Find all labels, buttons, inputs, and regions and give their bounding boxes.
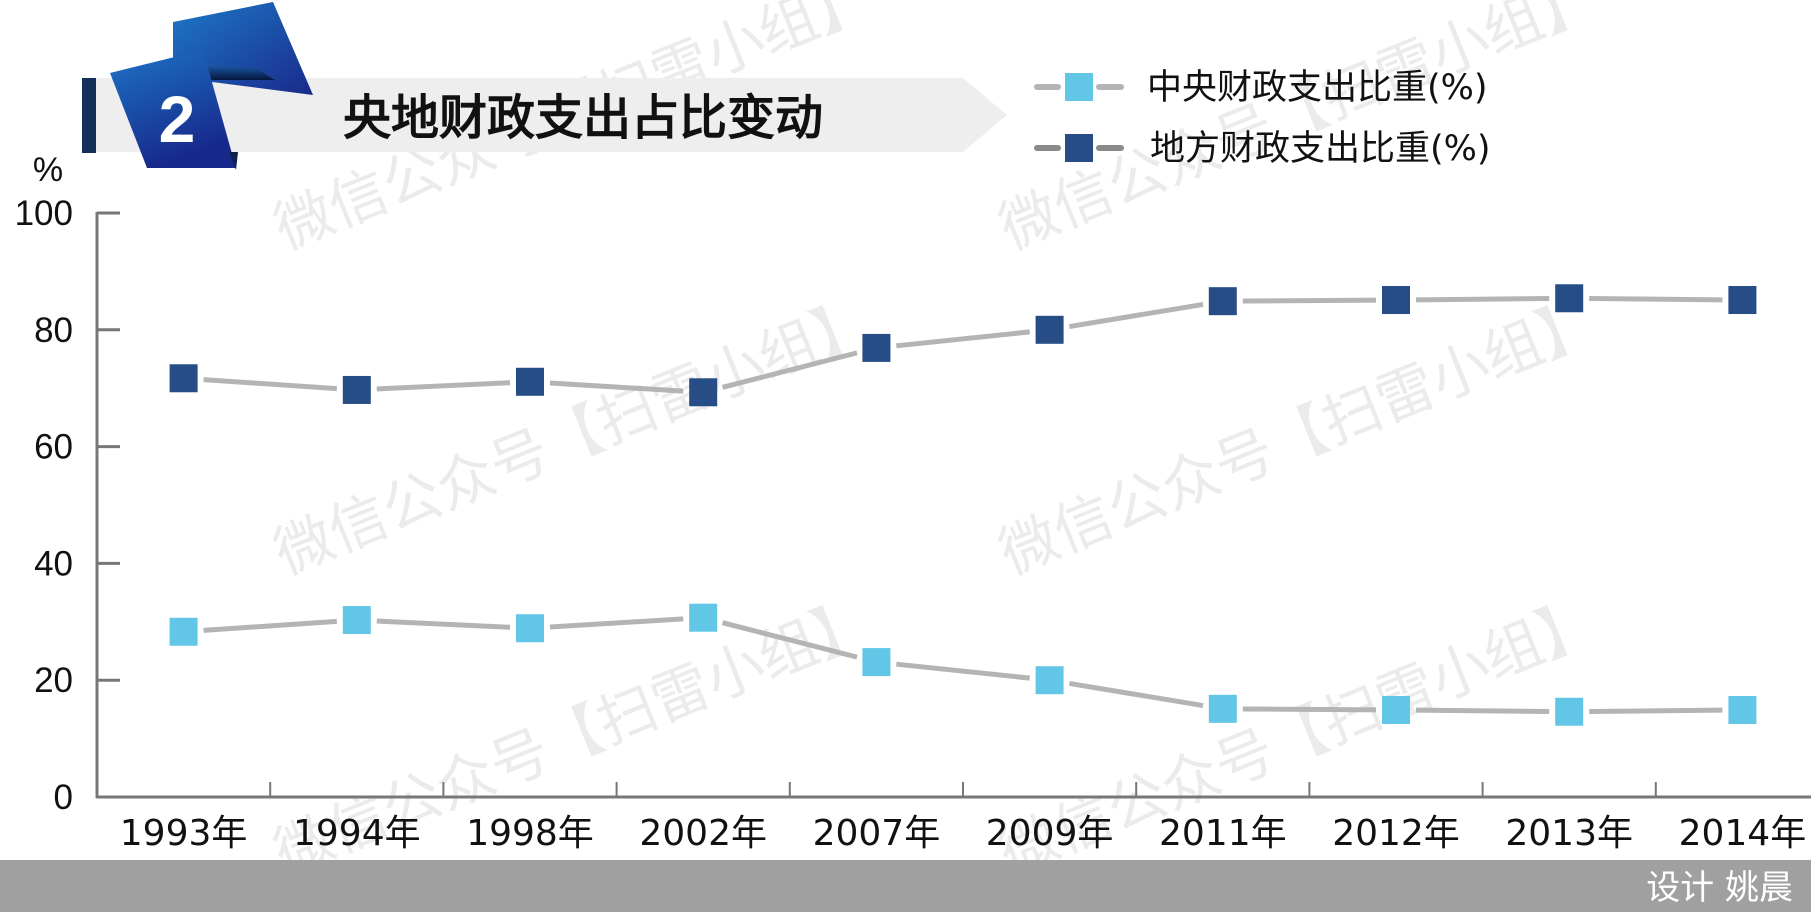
series-segment [1589,295,1723,303]
y-tick-label: 60 [34,428,73,467]
badge-bar [82,78,96,153]
y-tick-label: 0 [54,778,73,817]
title-band [96,78,1007,152]
series-segment [376,380,511,392]
series-segment [1068,301,1204,330]
series-segment [896,661,1030,681]
series-segment [203,618,338,633]
axes: % 0 20 40 60 80 100 1993年 1994年 1998年 2002年 2007年… [15,151,1811,854]
data-point-marker [516,367,544,396]
series-segment [1415,295,1550,303]
x-tick-label: 2002年 [639,813,767,854]
x-tick-label: 2012年 [1332,813,1460,854]
legend: 中央财政支出比重(%) 地方财政支出比重(%) [1034,68,1491,169]
y-tick-label: 40 [34,544,73,583]
data-point-marker [1555,697,1584,726]
x-tick-label: 1993年 [120,813,248,854]
x-tick-label: 2014年 [1679,813,1807,854]
ribbon-fold-corner [229,152,238,170]
legend-label-central: 中央财政支出比重(%) [1147,68,1488,108]
legend-item-local: 地方财政支出比重(%) [1034,129,1491,169]
data-point-marker [862,333,891,362]
footer: 设计 姚晨 [0,860,1811,912]
data-point-marker [1035,315,1064,344]
x-tick-label: 1994年 [293,813,421,854]
title-banner: 2 央地财政支出占比变动 [82,2,1007,170]
data-point-marker [342,375,371,404]
y-tick-label: 80 [34,311,73,350]
series-segment [1589,707,1723,715]
designer-credit: 设计 姚晨 [1646,868,1793,908]
data-point-marker [169,617,198,646]
legend-marker-local [1065,134,1093,162]
footer-bar [0,860,1811,912]
x-tick-label: 2011年 [1159,813,1287,854]
legend-item-central: 中央财政支出比重(%) [1034,68,1488,108]
watermark-text: 微信公众号【扫雷小组】 [991,288,1607,587]
data-point-marker [689,378,718,407]
series-segment [721,350,858,390]
data-point-marker [1382,286,1410,315]
series-local [169,284,1757,407]
data-point-marker [1035,666,1064,695]
data-point-marker [862,648,891,677]
data-point-marker [689,603,718,632]
data-point-marker [1208,287,1237,316]
series-segment [896,329,1030,349]
series-segment [549,380,684,394]
data-point-marker [342,606,371,635]
ribbon-front-panel [110,50,236,168]
x-tick-label: 2007年 [813,813,941,854]
legend-label-local: 地方财政支出比重(%) [1150,129,1491,169]
series-segment [1242,297,1377,304]
data-point-marker [1555,284,1584,313]
x-tick-label: 2013年 [1505,813,1633,854]
y-tick-label: 20 [34,661,73,700]
series-segment [203,377,338,392]
series-segment [549,616,684,630]
ribbon-fold-shadow [195,64,275,80]
y-tick-label: 100 [15,194,73,233]
series-segment [1415,707,1550,715]
plot-area [169,284,1757,726]
series-segment [1068,680,1204,709]
data-point-marker [1728,695,1757,724]
x-tick-label: 1998年 [466,813,594,854]
x-tick-label: 2009年 [986,813,1114,854]
watermark-text: 微信公众号【扫雷小组】 [266,288,882,587]
data-point-marker [1208,694,1237,723]
series-segment [376,618,511,630]
series-central [169,603,1757,726]
series-segment [1242,706,1377,713]
page-title: 央地财政支出占比变动 [343,90,823,146]
series-segment [721,620,858,660]
badge-number: 2 [159,82,196,156]
data-point-marker [169,364,198,393]
data-point-marker [1382,695,1410,724]
legend-marker-central [1065,73,1093,101]
data-point-marker [1728,286,1757,315]
data-point-marker [516,614,544,643]
y-axis-unit: % [33,151,63,189]
